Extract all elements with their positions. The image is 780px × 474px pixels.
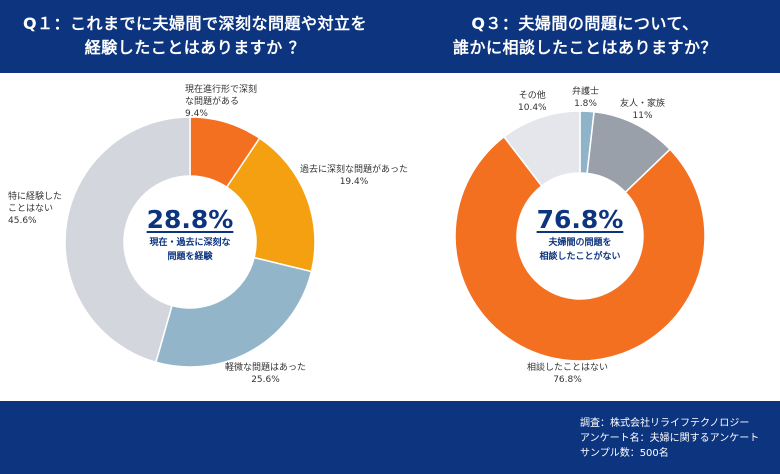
q1-center-value: 28.8% <box>146 205 234 234</box>
q1-center: 28.8% 現在・過去に深刻な 問題を経験 <box>130 204 250 264</box>
label-q3-other: その他 10.4% <box>518 91 547 113</box>
donut1-slice-3 <box>502 110 581 188</box>
donut0-slice-1 <box>225 137 316 273</box>
header-banner: Q１：これまでに夫婦間で深刻な問題や対立を 経験したことはありますか ？ Q３：夫… <box>0 0 780 73</box>
label-q1-minor: 軽微な問題はあった 25.6% <box>225 363 307 385</box>
label-q1-current: 現在進行形で深刻 な問題がある 9.4% <box>185 85 258 119</box>
label-q3-none: 相談したことはない 76.8% <box>527 363 609 385</box>
footer-survey: 調査：株式会社リライフテクノロジー <box>580 418 750 429</box>
footer: 調査：株式会社リライフテクノロジー アンケート名：夫婦に関するアンケート サンプ… <box>0 401 780 474</box>
label-q1-past: 過去に深刻な問題があった 19.4% <box>300 165 409 187</box>
label-q3-friends: 友人・家族 11% <box>620 99 666 121</box>
donut0-slice-2 <box>154 256 313 368</box>
q3-title: Q３：夫婦間の問題について、 誰かに相談したことはありますか？ <box>452 14 717 57</box>
q3-center-value: 76.8% <box>536 205 624 234</box>
footer-survey-name: アンケート名：夫婦に関するアンケート <box>580 433 760 444</box>
q1-title: Q１：これまでに夫婦間で深刻な問題や対立を 経験したことはありますか ？ <box>22 14 368 57</box>
donut1-slice-2 <box>454 135 706 362</box>
label-q3-lawyer: 弁護士 1.8% <box>572 87 600 109</box>
footer-sample: サンプル数：500名 <box>580 448 669 459</box>
q3-center: 76.8% 夫婦間の問題を 相談したことがない <box>520 204 640 264</box>
donut0-slice-3 <box>64 116 191 364</box>
label-q1-none: 特に経験した ことはない 45.6% <box>8 192 63 226</box>
